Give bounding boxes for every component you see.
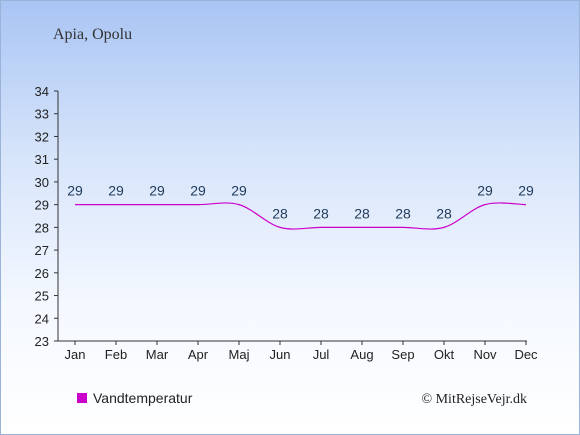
data-label: 28	[272, 205, 288, 221]
chart-title: Apia, Opolu	[53, 26, 132, 43]
y-tick-label: 26	[35, 266, 49, 281]
y-axis-ticks: 23 24 25 26 27 28 29 30 31 32 33 34	[35, 84, 58, 349]
y-tick-label: 28	[35, 220, 49, 235]
x-tick-label: Jan	[65, 347, 86, 362]
data-label: 28	[354, 205, 370, 221]
y-tick-label: 25	[35, 289, 49, 304]
x-axis-ticks: Jan Feb Mar Apr Maj Jun Jul Aug Sep Okt Nov Dec	[65, 341, 538, 362]
data-label: 29	[477, 183, 493, 199]
data-label: 28	[395, 205, 411, 221]
y-tick-label: 24	[35, 311, 49, 326]
x-tick-label: Maj	[229, 347, 250, 362]
series-line	[75, 202, 527, 230]
x-tick-label: Jul	[313, 347, 330, 362]
y-tick-label: 33	[35, 107, 49, 122]
data-label: 29	[518, 183, 534, 199]
x-tick-label: Nov	[473, 347, 497, 362]
y-tick-label: 34	[35, 84, 49, 99]
data-label: 29	[231, 183, 247, 199]
x-tick-label: Apr	[188, 347, 209, 362]
x-tick-label: Sep	[391, 347, 414, 362]
axes	[57, 91, 527, 342]
data-labels: 29 29 29 29 29 28 28 28 28 28 29 29	[67, 183, 534, 222]
y-tick-label: 31	[35, 152, 49, 167]
data-label: 29	[149, 183, 165, 199]
credit-text: © MitRejseVejr.dk	[421, 392, 527, 407]
data-label: 28	[313, 205, 329, 221]
data-label: 29	[67, 183, 83, 199]
legend-label: Vandtemperatur	[93, 390, 193, 406]
y-tick-label: 30	[35, 175, 49, 190]
x-tick-label: Feb	[105, 347, 127, 362]
x-tick-label: Dec	[514, 347, 538, 362]
data-label: 29	[108, 183, 124, 199]
x-tick-label: Mar	[146, 347, 169, 362]
y-tick-label: 29	[35, 198, 49, 213]
data-label: 28	[436, 205, 452, 221]
legend: Vandtemperatur	[77, 390, 193, 406]
x-tick-label: Okt	[434, 347, 455, 362]
series-group	[75, 202, 527, 230]
x-tick-label: Jun	[270, 347, 291, 362]
y-tick-label: 23	[35, 334, 49, 349]
y-tick-label: 32	[35, 129, 49, 144]
data-label: 29	[190, 183, 206, 199]
legend-swatch	[77, 393, 87, 403]
y-tick-label: 27	[35, 243, 49, 258]
x-tick-label: Aug	[350, 347, 373, 362]
